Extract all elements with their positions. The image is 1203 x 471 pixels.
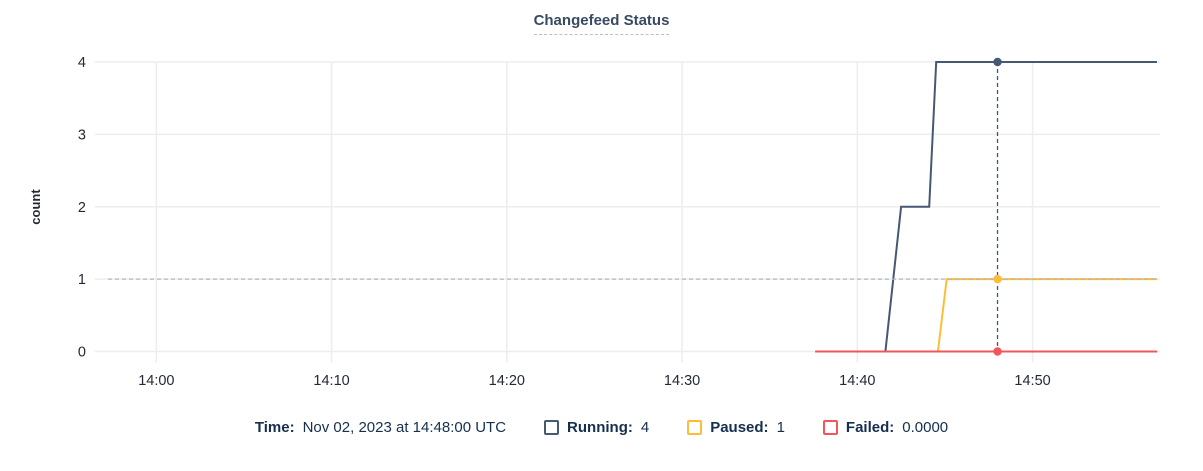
x-tick-label: 14:20 (489, 373, 525, 389)
tooltip-time-value: Nov 02, 2023 at 14:48:00 UTC (302, 419, 507, 436)
failed-swatch-icon (822, 420, 838, 435)
legend-failed-label: Failed: (845, 419, 895, 436)
x-tick-label: 14:30 (664, 373, 700, 389)
legend-running-label: Running: (567, 419, 633, 436)
legend-running-value: 4 (640, 419, 650, 436)
x-tick-label: 14:00 (138, 373, 174, 389)
legend-item-paused: Paused: 1 (687, 419, 785, 436)
running-swatch-icon (544, 420, 560, 435)
hover-point-running (993, 57, 1002, 67)
hover-tooltip-legend: Time: Nov 02, 2023 at 14:48:00 UTC Runni… (0, 419, 1203, 436)
x-tick-label: 14:40 (839, 373, 875, 389)
paused-swatch-icon (687, 420, 703, 435)
legend-failed-value: 0.0000 (902, 419, 949, 436)
x-tick-label: 14:10 (313, 373, 349, 389)
chart-title[interactable]: Changefeed Status (533, 12, 670, 35)
hover-point-paused (993, 274, 1002, 284)
legend-item-running: Running: 4 (544, 419, 649, 436)
hover-point-failed (993, 347, 1002, 356)
y-tick-label: 3 (78, 127, 86, 143)
y-tick-label: 0 (78, 345, 86, 361)
y-axis-label: count (28, 189, 43, 225)
x-tick-label: 14:50 (1014, 373, 1050, 389)
tooltip-time-label: Time: (254, 419, 295, 436)
legend-paused-label: Paused: (710, 419, 769, 436)
legend-paused-value: 1 (776, 419, 785, 436)
y-tick-label: 4 (78, 55, 86, 71)
chart-header: Changefeed Status (0, 12, 1203, 35)
y-tick-label: 2 (78, 200, 86, 216)
series-line-paused (815, 278, 1157, 353)
y-tick-label: 1 (78, 272, 86, 288)
chart-plot[interactable]: 0 1 2 3 4 14:00 14:10 14:20 14:30 14:40 14:50 count (0, 0, 1203, 405)
tooltip-time: Time: Nov 02, 2023 at 14:48:00 UTC (255, 419, 506, 436)
legend-item-failed: Failed: 0.0000 (822, 419, 949, 436)
